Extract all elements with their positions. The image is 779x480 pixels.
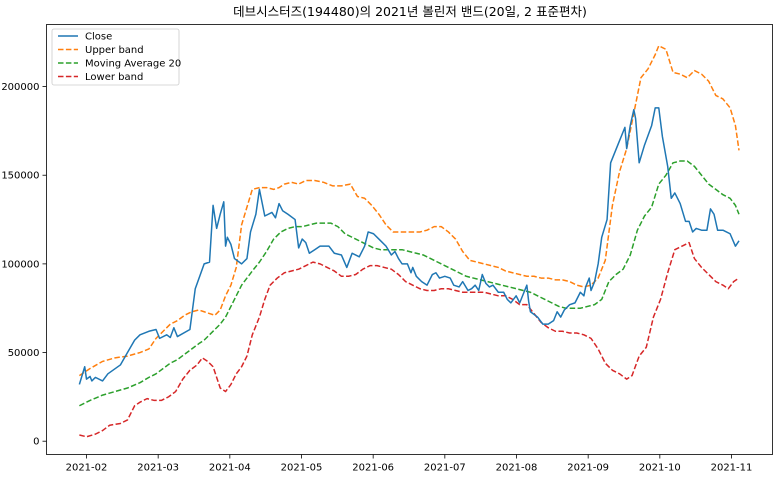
x-tick-label: 2021-07 [424, 463, 466, 474]
y-tick-label: 200000 [1, 82, 39, 93]
x-tick-label: 2021-02 [66, 463, 108, 474]
x-tick-label: 2021-08 [496, 463, 538, 474]
legend-box [51, 28, 180, 86]
y-tick-label: 100000 [1, 259, 39, 270]
series-layer [78, 45, 740, 438]
x-tick-label: 2021-03 [137, 463, 179, 474]
legend-label: Upper band [85, 45, 144, 56]
series-line-upper-band [78, 45, 740, 377]
series-line-moving-average-20 [79, 160, 740, 407]
x-tick-label: 2021-11 [711, 463, 753, 474]
x-tick-label: 2021-05 [281, 463, 323, 474]
x-tick-label: 2021-09 [567, 463, 609, 474]
x-axis: 2021-02 2021-03 2021-04 2021-05 2021-06 2021-… [66, 454, 753, 474]
x-tick-label: 2021-04 [209, 463, 251, 474]
legend-label: Lower band [85, 72, 143, 83]
y-tick-label: 0 [33, 437, 39, 448]
plot-area [46, 24, 773, 455]
legend-label: Moving Average 20 [85, 59, 181, 70]
y-tick-label: 150000 [1, 171, 39, 182]
x-tick-label: 2021-10 [639, 463, 681, 474]
series-line-close [78, 107, 740, 385]
y-tick-label: 50000 [8, 348, 40, 359]
legend: Close Upper band Moving Average 20 Lower ba… [51, 28, 181, 86]
x-tick-label: 2021-06 [352, 463, 394, 474]
chart-title: 데브시스터즈(194480)의 2021년 볼린저 밴드(20일, 2 표준편차… [233, 4, 587, 19]
legend-label: Close [85, 32, 112, 43]
y-axis: 0 50000 100000 150000 200000 [1, 82, 47, 448]
